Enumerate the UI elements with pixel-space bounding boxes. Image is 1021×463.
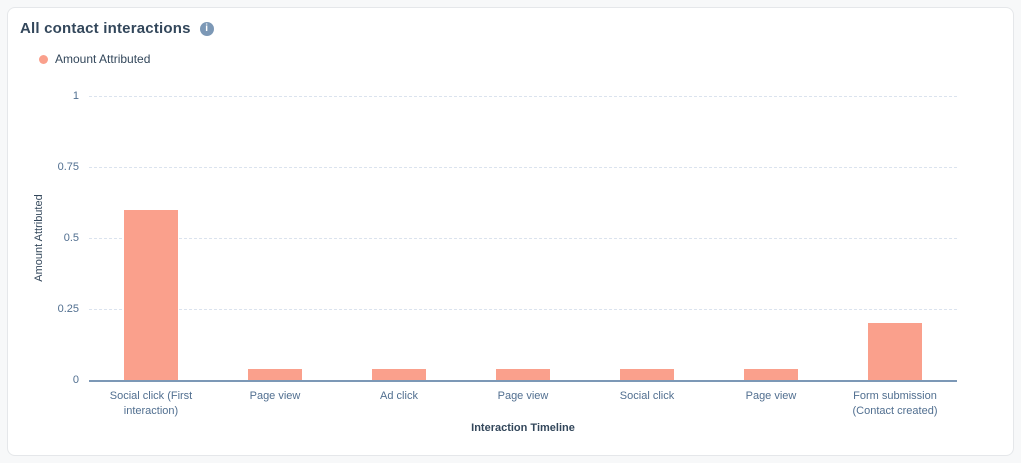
legend-dot-icon: [39, 54, 48, 64]
y-tick-label: 0: [72, 374, 79, 386]
x-tick-label: Social click: [619, 390, 675, 402]
card-title: All contact interactions: [20, 20, 191, 37]
x-tick-label: Form submission (Contact created): [852, 390, 938, 417]
chart-card: All contact interactions i Amount Attrib…: [7, 7, 1014, 456]
bar-7[interactable]: [868, 323, 922, 380]
gridline: [89, 238, 957, 239]
bar-3[interactable]: [372, 369, 426, 380]
x-tick-label: Page view: [745, 390, 797, 402]
y-tick-label: 0.25: [57, 303, 79, 315]
x-axis-title: Interaction Timeline: [471, 422, 575, 434]
gridline: [89, 96, 957, 97]
bar-2[interactable]: [248, 369, 302, 380]
x-tick-label: Page view: [497, 390, 549, 402]
bar-4[interactable]: [496, 369, 550, 380]
y-tick-label: 0.75: [57, 161, 79, 173]
bar-6[interactable]: [744, 369, 798, 380]
y-tick-label: 1: [72, 90, 79, 102]
y-tick-label: 0.5: [63, 232, 79, 244]
bar-1[interactable]: [124, 210, 178, 380]
gridline: [89, 167, 957, 168]
x-axis-line: [89, 380, 957, 382]
x-tick-label: Page view: [249, 390, 301, 402]
bar-chart: Amount Attributed Interaction Timeline 0…: [8, 8, 1013, 455]
legend-label: Amount Attributed: [55, 52, 151, 66]
bar-5[interactable]: [620, 369, 674, 380]
card-header: All contact interactions i: [20, 20, 214, 37]
x-tick-label: Ad click: [380, 390, 418, 402]
legend-item-amount-attributed[interactable]: Amount Attributed: [39, 52, 150, 66]
gridline: [89, 309, 957, 310]
x-tick-label: Social click (First interaction): [109, 390, 193, 417]
info-icon[interactable]: i: [199, 21, 214, 36]
